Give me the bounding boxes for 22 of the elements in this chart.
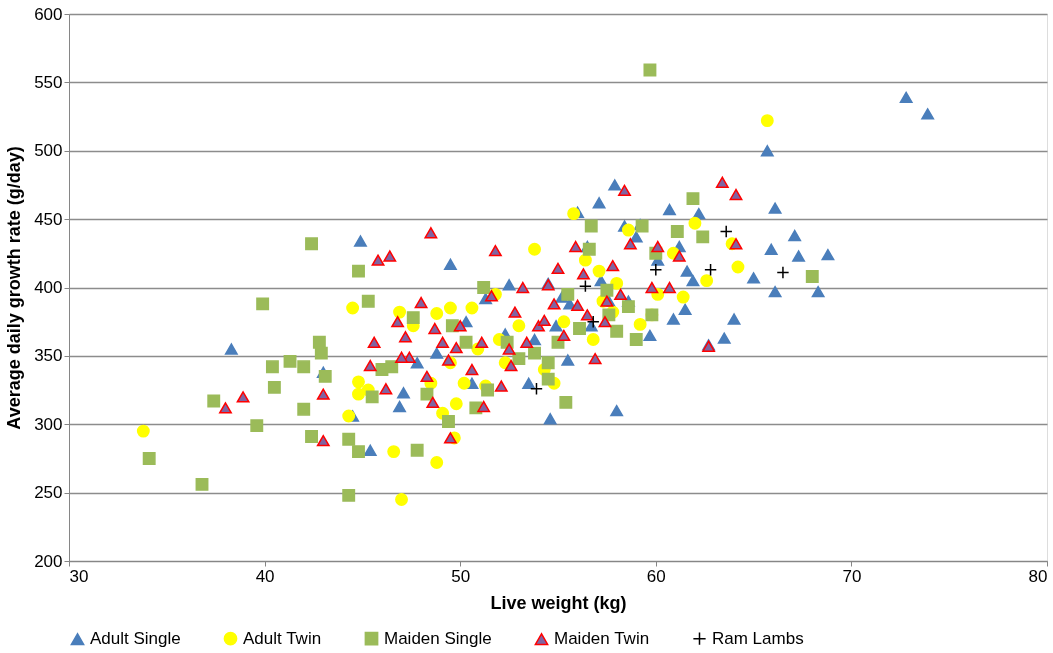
y-tick-label: 400 xyxy=(34,278,63,297)
x-tick-label: 60 xyxy=(646,566,666,586)
legend-label: Ram Lambs xyxy=(712,628,804,648)
y-tick-label: 250 xyxy=(34,483,63,503)
x-tick-label: 50 xyxy=(451,566,471,586)
y-tick-label: 600 xyxy=(34,4,63,24)
x-tick-label: 40 xyxy=(255,566,275,586)
y-tick-label: 300 xyxy=(34,414,63,434)
x-tick-label: 80 xyxy=(1028,566,1048,586)
x-tick-label: 70 xyxy=(842,566,862,586)
y-tick-label: 500 xyxy=(34,141,63,161)
y-tick-label: 350 xyxy=(34,346,63,366)
y-tick-label: 550 xyxy=(34,72,63,92)
legend-label: Adult Twin xyxy=(243,628,322,648)
y-axis-title: Average daily growth rate (g/day) xyxy=(4,146,25,430)
legend-label: Adult Single xyxy=(90,629,181,649)
legend-label: Maiden Twin xyxy=(554,629,650,649)
y-tick-label: 200 xyxy=(34,551,63,571)
y-tick-label: 450 xyxy=(34,209,63,229)
x-axis-title: Live weight (kg) xyxy=(490,592,627,613)
legend-label: Maiden Single xyxy=(384,628,492,648)
x-tick-label: 30 xyxy=(69,566,89,586)
